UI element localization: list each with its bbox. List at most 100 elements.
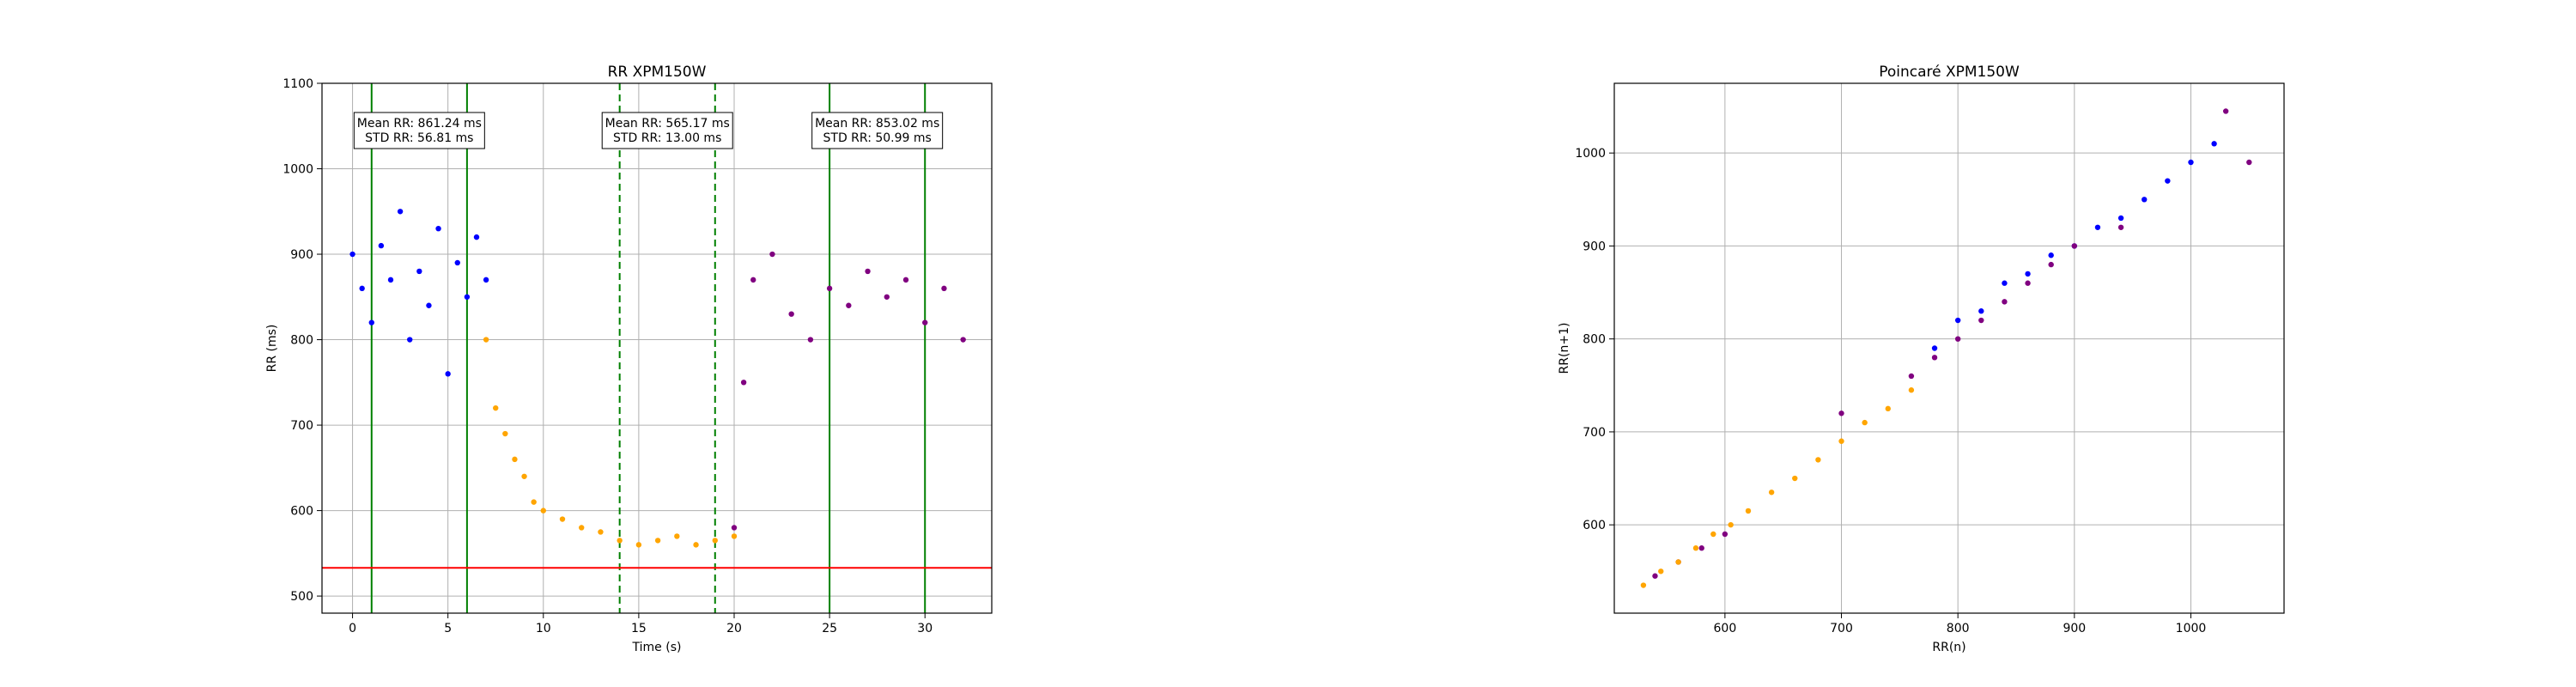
data-point xyxy=(2142,197,2148,203)
data-point xyxy=(750,277,756,283)
x-tick-label: 30 xyxy=(917,622,933,635)
stats-box xyxy=(353,112,485,149)
data-point xyxy=(1698,545,1704,551)
data-point xyxy=(1815,457,1821,463)
data-point xyxy=(2071,243,2078,249)
data-point xyxy=(579,525,585,531)
chart-title: Poincaré XPM150W xyxy=(1879,64,2020,81)
data-point xyxy=(884,294,890,300)
data-point xyxy=(2211,141,2217,147)
data-point xyxy=(2117,224,2124,230)
data-point xyxy=(1652,573,1658,579)
data-point xyxy=(846,302,852,308)
data-point xyxy=(387,277,394,283)
data-point xyxy=(531,499,537,505)
data-point xyxy=(1862,419,1868,426)
data-point xyxy=(941,285,947,292)
data-point xyxy=(464,294,471,300)
data-point xyxy=(1640,582,1647,588)
data-point xyxy=(2025,271,2031,277)
x-tick-label: 25 xyxy=(822,622,837,635)
axes-frame xyxy=(321,82,993,614)
data-point xyxy=(769,251,775,258)
mean-rr-label: Mean RR: 853.02 ms xyxy=(815,117,939,131)
data-point xyxy=(512,456,518,463)
data-point xyxy=(454,259,460,266)
y-tick-label: 700 xyxy=(1583,426,1606,440)
data-point xyxy=(2002,299,2008,305)
y-tick-label: 800 xyxy=(290,334,313,348)
x-tick-label: 1000 xyxy=(2176,622,2207,635)
y-tick-label: 1100 xyxy=(283,77,313,91)
y-tick-label: 700 xyxy=(290,419,313,433)
data-point xyxy=(359,285,365,292)
x-axis-label: Time (s) xyxy=(632,641,682,654)
data-point xyxy=(1931,345,1938,351)
y-tick-label: 1000 xyxy=(283,163,313,177)
data-point xyxy=(674,533,680,539)
data-point xyxy=(540,508,546,514)
y-axis-label: RR (ms) xyxy=(265,325,279,373)
data-point xyxy=(1931,355,1938,361)
data-point xyxy=(598,529,604,535)
data-point xyxy=(483,277,489,283)
std-rr-label: STD RR: 56.81 ms xyxy=(365,131,473,145)
data-point xyxy=(1658,568,1664,575)
data-point xyxy=(788,311,794,317)
y-axis-label: RR(n+1) xyxy=(1558,323,1571,374)
data-point xyxy=(1954,336,1961,342)
data-point xyxy=(740,380,747,386)
data-point xyxy=(635,542,642,548)
data-point xyxy=(473,234,480,240)
data-point xyxy=(2188,159,2194,166)
data-point xyxy=(1908,387,1915,393)
data-point xyxy=(349,251,355,258)
data-point xyxy=(1954,317,1961,324)
data-point xyxy=(2048,252,2054,258)
data-point xyxy=(902,277,909,283)
data-point xyxy=(731,525,738,531)
data-point xyxy=(445,371,451,377)
y-tick-label: 900 xyxy=(290,248,313,262)
stats-box xyxy=(811,112,944,149)
data-point xyxy=(2048,261,2054,268)
y-tick-label: 900 xyxy=(1583,240,1606,253)
std-rr-label: STD RR: 13.00 ms xyxy=(613,131,721,145)
data-point xyxy=(2222,108,2229,114)
data-point xyxy=(2117,215,2124,222)
data-point xyxy=(1838,438,1844,444)
data-point xyxy=(1768,489,1775,495)
data-point xyxy=(617,538,623,544)
ticks: 600 700 800 900 1000 600 700 800 900 1000 xyxy=(1575,147,2206,635)
data-point xyxy=(407,337,413,343)
data-point xyxy=(960,337,966,343)
std-rr-label: STD RR: 50.99 ms xyxy=(823,131,932,145)
data-point xyxy=(1908,373,1915,380)
y-tick-label: 800 xyxy=(1583,333,1606,347)
data-point xyxy=(731,533,738,539)
grid xyxy=(1614,83,2284,613)
data-point xyxy=(435,225,441,232)
data-point xyxy=(521,473,527,479)
x-tick-label: 0 xyxy=(349,622,356,635)
data-point xyxy=(378,242,385,249)
data-point xyxy=(368,319,374,325)
x-tick-label: 700 xyxy=(1830,622,1853,635)
data-point xyxy=(397,209,404,215)
data-point xyxy=(483,337,489,343)
data-point xyxy=(1675,559,1681,565)
data-point xyxy=(502,430,508,437)
data-point xyxy=(2246,159,2252,166)
mean-rr-label: Mean RR: 861.24 ms xyxy=(357,117,482,131)
data-point xyxy=(712,538,718,544)
data-point xyxy=(654,538,661,544)
data-point xyxy=(416,268,422,275)
data-point xyxy=(426,302,432,308)
axes-frame xyxy=(1613,82,2285,614)
plot-area xyxy=(322,83,992,613)
data-points xyxy=(1640,108,2252,588)
data-point xyxy=(1710,531,1716,538)
